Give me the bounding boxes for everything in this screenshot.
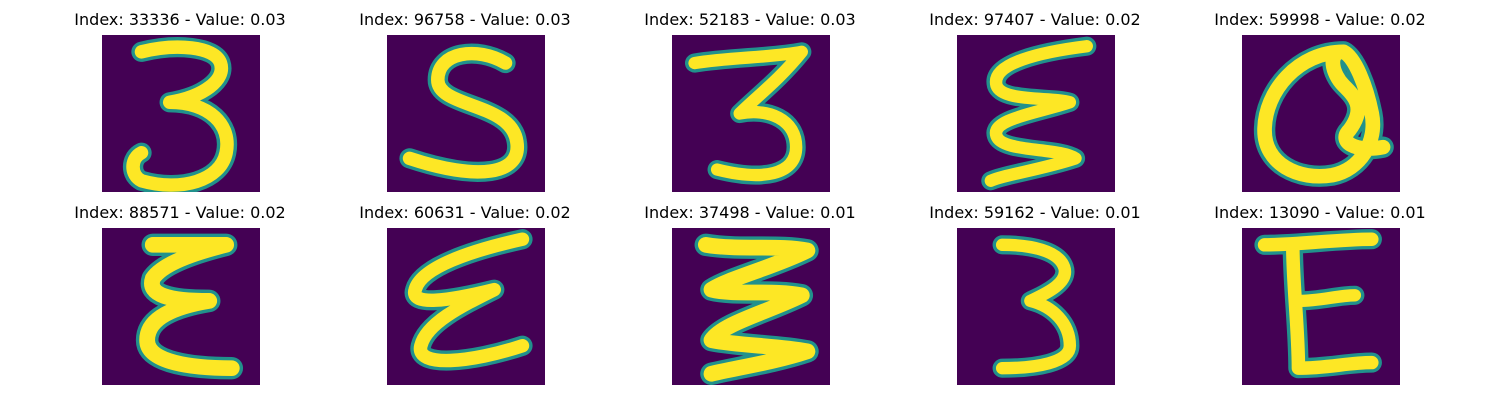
panel-title: Index: 37498 - Value: 0.01 <box>644 203 856 222</box>
panel-title: Index: 88571 - Value: 0.02 <box>74 203 286 222</box>
panel-title: Index: 59162 - Value: 0.01 <box>929 203 1141 222</box>
digit-image-3 <box>957 228 1115 385</box>
panel-3: Index: 52183 - Value: 0.03 <box>600 0 900 194</box>
panel-10: Index: 13090 - Value: 0.01 <box>1170 193 1470 387</box>
digit-image-epsilon <box>957 35 1115 192</box>
digit-image-epsilon <box>102 228 260 385</box>
digit-image-s <box>387 35 545 192</box>
panel-title: Index: 59998 - Value: 0.02 <box>1214 10 1426 29</box>
panel-7: Index: 60631 - Value: 0.02 <box>315 193 615 387</box>
panel-2: Index: 96758 - Value: 0.03 <box>315 0 615 194</box>
panel-title: Index: 33336 - Value: 0.03 <box>74 10 286 29</box>
digit-image-epsilon <box>387 228 545 385</box>
digit-image-q <box>1242 35 1400 192</box>
panel-title: Index: 60631 - Value: 0.02 <box>359 203 571 222</box>
panel-5: Index: 59998 - Value: 0.02 <box>1170 0 1470 194</box>
panel-title: Index: 97407 - Value: 0.02 <box>929 10 1141 29</box>
panel-4: Index: 97407 - Value: 0.02 <box>885 0 1185 194</box>
panel-9: Index: 59162 - Value: 0.01 <box>885 193 1185 387</box>
digit-image-3 <box>102 35 260 192</box>
panel-6: Index: 88571 - Value: 0.02 <box>30 193 330 387</box>
digit-image-e <box>1242 228 1400 385</box>
digit-image-epsilon <box>672 228 830 385</box>
panel-title: Index: 52183 - Value: 0.03 <box>644 10 856 29</box>
panel-title: Index: 13090 - Value: 0.01 <box>1214 203 1426 222</box>
panel-1: Index: 33336 - Value: 0.03 <box>30 0 330 194</box>
digit-image-3 <box>672 35 830 192</box>
panel-title: Index: 96758 - Value: 0.03 <box>359 10 571 29</box>
panel-8: Index: 37498 - Value: 0.01 <box>600 193 900 387</box>
